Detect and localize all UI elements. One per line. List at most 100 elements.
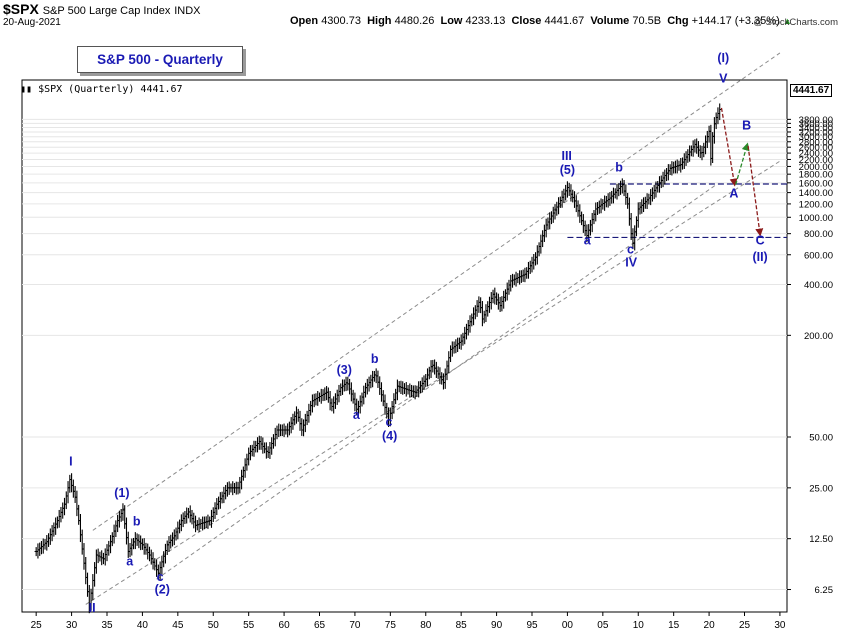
stockcharts-credit: @ StockCharts.com <box>753 17 838 28</box>
x-tick-label: 30 <box>66 620 78 631</box>
y-tick-label: 2200.00 <box>799 155 833 166</box>
x-tick-label: 20 <box>704 620 716 631</box>
y-tick-label: 1200.00 <box>799 199 833 210</box>
chg-label: Chg <box>667 15 689 27</box>
low-value: 4233.13 <box>465 15 506 27</box>
wave-label: a <box>126 554 134 568</box>
wave-label: C <box>756 234 765 248</box>
volume-value: 70.5B <box>632 15 662 27</box>
wave-label: (4) <box>382 429 397 443</box>
wave-label: (I) <box>717 51 729 65</box>
x-tick-label: 80 <box>420 620 432 631</box>
ticker-symbol: $SPX <box>3 1 39 17</box>
x-tick-label: 70 <box>349 620 361 631</box>
wave-label: b <box>615 160 623 174</box>
wave-label: IV <box>625 256 637 270</box>
chg-value: +144.17 (+3.35%) <box>691 15 780 27</box>
middle-channel <box>85 160 781 605</box>
y-tick-label: 3200.00 <box>799 127 833 138</box>
low-label: Low <box>440 15 463 27</box>
arrow-v-to-a <box>720 107 738 187</box>
x-tick-label: 05 <box>597 620 609 631</box>
x-tick-label: 95 <box>526 620 538 631</box>
x-tick-label: 60 <box>279 620 291 631</box>
y-tick-label: 800.00 <box>804 229 833 240</box>
x-tick-label: 50 <box>208 620 220 631</box>
y-tick-label: 50.00 <box>809 433 833 444</box>
y-tick-label: 2800.00 <box>799 137 833 148</box>
x-tick-label: 10 <box>633 620 645 631</box>
wave-label: III <box>561 149 571 163</box>
series-legend: ▮▮ $SPX (Quarterly) 4441.67 <box>20 84 183 95</box>
y-tick-label: 3800.00 <box>799 115 833 126</box>
y-tick-label: 6.25 <box>815 585 834 596</box>
x-tick-label: 15 <box>668 620 680 631</box>
wave-label: (II) <box>752 250 767 264</box>
x-tick-label: 55 <box>243 620 255 631</box>
y-tick-label: 3600.00 <box>799 119 833 130</box>
x-tick-label: 25 <box>739 620 751 631</box>
y-tick-label: 1600.00 <box>799 178 833 189</box>
y-tick-label: 1400.00 <box>799 188 833 199</box>
wave-label: a <box>353 408 361 422</box>
triangle-up-icon: ▲ <box>782 16 792 26</box>
index-name: S&P 500 Large Cap Index <box>42 5 171 17</box>
chart-date: 20-Aug-2021 <box>3 17 61 28</box>
x-tick-label: 25 <box>31 620 43 631</box>
x-tick-label: 65 <box>314 620 326 631</box>
y-tick-label: 2400.00 <box>799 149 833 160</box>
open-label: Open <box>290 15 319 27</box>
chart-title-box: S&P 500 - Quarterly <box>77 46 243 73</box>
last-price-tag: 4441.67 <box>790 84 833 97</box>
x-tick-label: 30 <box>774 620 786 631</box>
y-tick-label: 1000.00 <box>799 213 833 224</box>
wave-label: c <box>157 570 164 584</box>
x-tick-label: 45 <box>172 620 184 631</box>
lower-channel <box>156 184 717 580</box>
x-tick-label: 75 <box>385 620 397 631</box>
wave-label: (5) <box>560 163 575 177</box>
ticker-header: $SPX S&P 500 Large Cap Index INDX <box>3 1 201 17</box>
x-tick-label: 35 <box>101 620 113 631</box>
high-value: 4480.26 <box>394 15 435 27</box>
x-tick-label: 90 <box>491 620 503 631</box>
wave-label: a <box>584 234 592 248</box>
upper-channel <box>92 52 781 531</box>
wave-label: c <box>627 243 634 257</box>
close-value: 4441.67 <box>544 15 585 27</box>
wave-label: A <box>729 186 738 200</box>
arrow-a-to-b <box>735 142 750 185</box>
y-tick-label: 12.50 <box>809 534 833 545</box>
y-tick-label: 2600.00 <box>799 143 833 154</box>
arrow-b-to-c <box>747 145 764 237</box>
exchange-label: INDX <box>174 5 201 17</box>
wave-label: V <box>719 71 728 85</box>
wave-label: (2) <box>155 583 170 597</box>
y-tick-label: 600.00 <box>804 250 833 261</box>
wave-label: (3) <box>337 363 352 377</box>
wave-label: c <box>385 415 392 429</box>
high-label: High <box>367 15 392 27</box>
x-tick-label: 40 <box>137 620 149 631</box>
ohlc-readout: Open 4300.73 High 4480.26 Low 4233.13 Cl… <box>290 15 792 27</box>
volume-label: Volume <box>590 15 630 27</box>
open-value: 4300.73 <box>321 15 361 27</box>
x-tick-label: 00 <box>562 620 574 631</box>
wave-label: b <box>133 514 141 528</box>
wave-label: B <box>742 119 751 133</box>
wave-label: I <box>69 454 72 468</box>
x-tick-label: 85 <box>456 620 468 631</box>
wave-label: II <box>89 601 96 615</box>
y-tick-label: 25.00 <box>809 483 833 494</box>
series-legend-text: $SPX (Quarterly) 4441.67 <box>38 84 183 95</box>
y-tick-label: 400.00 <box>804 280 833 291</box>
y-tick-label: 2000.00 <box>799 162 833 173</box>
y-tick-label: 3000.00 <box>799 132 833 143</box>
plot-area <box>21 79 788 613</box>
y-tick-label: 3400.00 <box>799 123 833 134</box>
wave-label: (1) <box>114 486 129 500</box>
y-tick-label: 200.00 <box>804 331 833 342</box>
wave-label: b <box>371 352 379 366</box>
y-tick-label: 1800.00 <box>799 170 833 181</box>
